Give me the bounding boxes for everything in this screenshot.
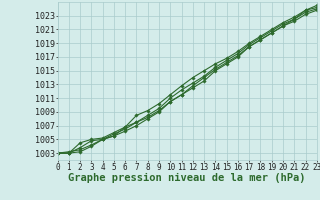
X-axis label: Graphe pression niveau de la mer (hPa): Graphe pression niveau de la mer (hPa) (68, 173, 306, 183)
